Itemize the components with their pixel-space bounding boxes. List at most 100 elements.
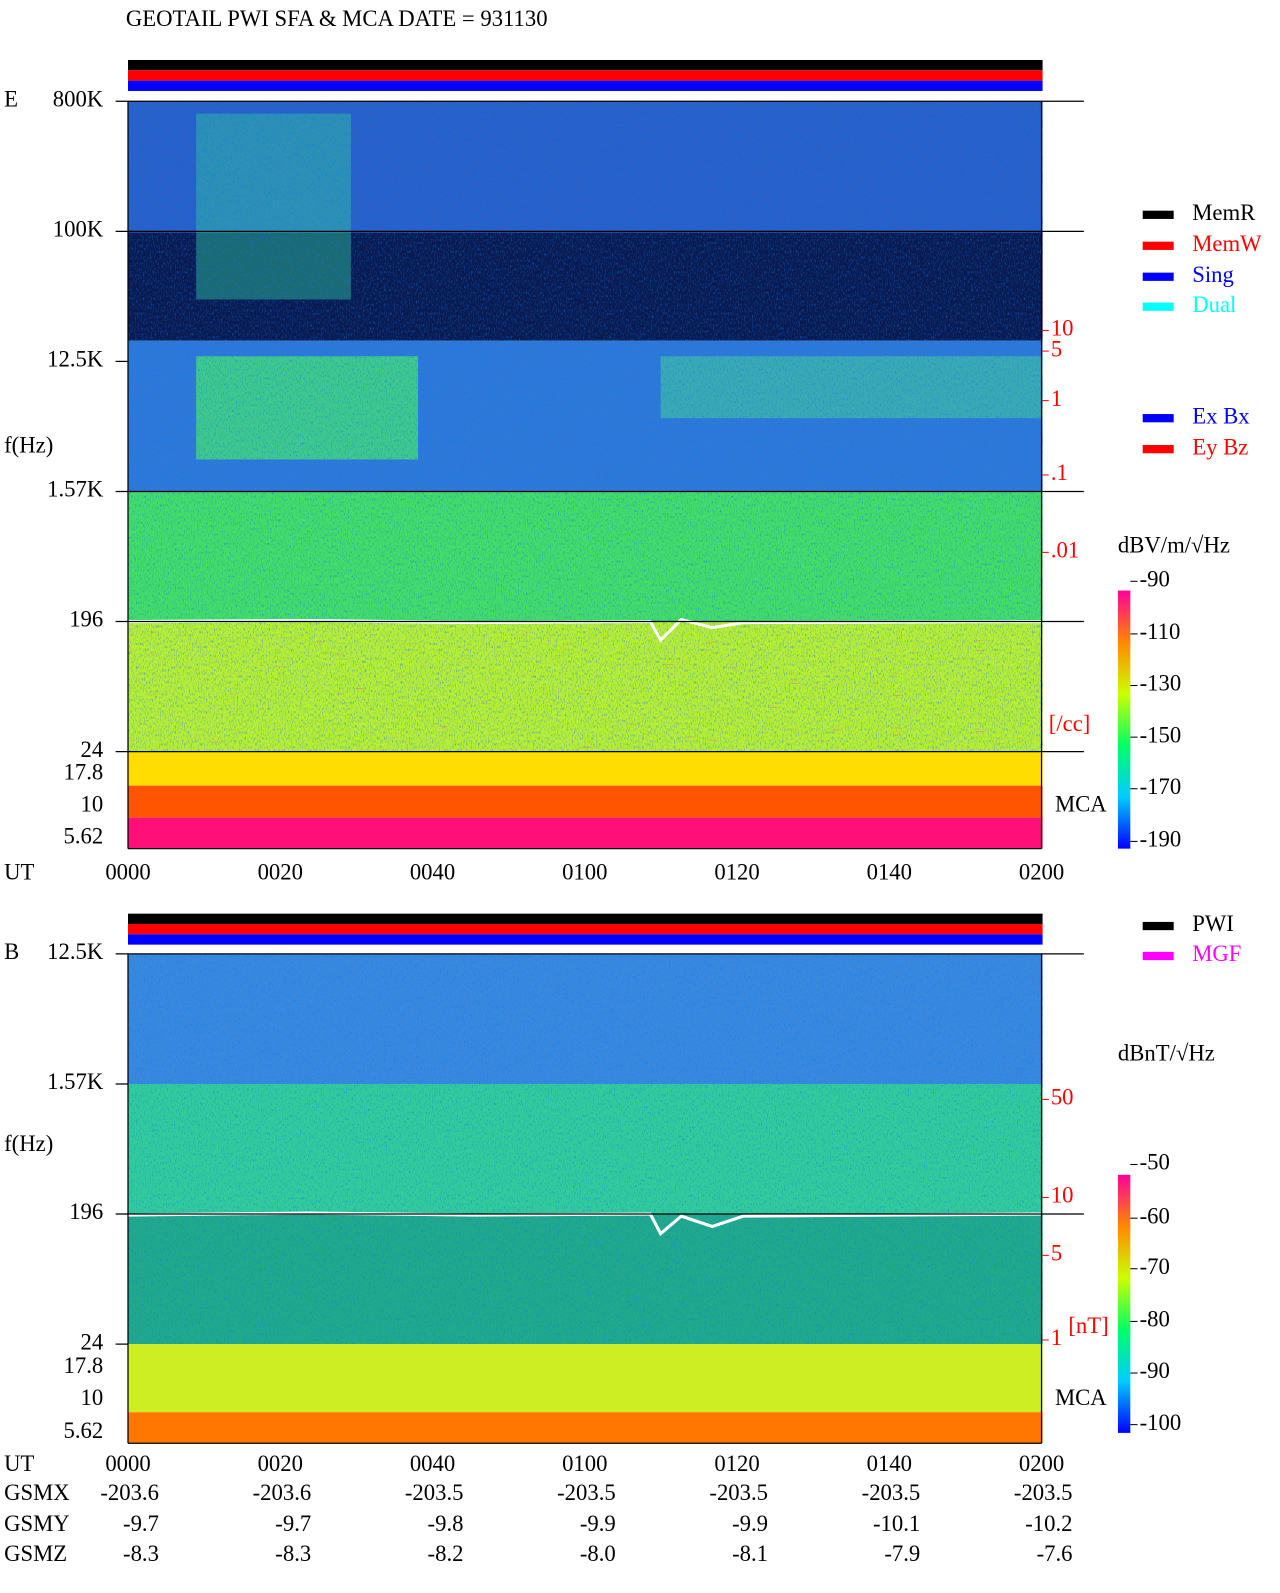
status-bar xyxy=(128,923,1043,935)
time-tick-label: 0200 xyxy=(1019,860,1064,885)
orbit-value: -9.8 xyxy=(428,1511,464,1536)
legend-label: MemR xyxy=(1192,200,1256,225)
freq-tick-label: 12.5K xyxy=(47,939,104,964)
colorbar-tick-label: -50 xyxy=(1140,1150,1170,1175)
time-tick-label: 0020 xyxy=(258,860,303,885)
orbit-value: -10.1 xyxy=(873,1511,920,1536)
legend-swatch xyxy=(1142,921,1174,931)
freq-tick-label: 24 xyxy=(81,737,104,762)
legend-swatch xyxy=(1142,272,1174,281)
orbit-value: -203.6 xyxy=(253,1480,312,1505)
freq-label: f(Hz) xyxy=(4,432,53,457)
mca-tick-label: 5.62 xyxy=(64,1418,104,1443)
density-tick-label: .01 xyxy=(1051,538,1079,563)
colorbar xyxy=(1117,590,1131,849)
orbit-value: -7.6 xyxy=(1037,1541,1073,1566)
e-axis xyxy=(115,100,1084,850)
legend-label: MGF xyxy=(1192,941,1241,966)
mca-tick-label: 10 xyxy=(81,1385,104,1410)
colorbar-tick-label: -190 xyxy=(1140,827,1182,852)
time-label: UT xyxy=(4,860,34,885)
time-tick-label: 0020 xyxy=(258,1451,303,1476)
legend-swatch xyxy=(1142,241,1174,250)
legend-swatch xyxy=(1142,210,1174,219)
title: GEOTAIL PWI SFA & MCA DATE = 931130 xyxy=(126,6,548,31)
colorbar-unit: dBnT/√Hz xyxy=(1118,1040,1215,1065)
freq-tick-label: 196 xyxy=(69,1199,103,1224)
freq-tick-label: 1.57K xyxy=(47,1069,104,1094)
mca-label: MCA xyxy=(1055,1385,1107,1410)
legend-swatch xyxy=(1142,445,1174,454)
density-tick-label: 1 xyxy=(1051,1325,1062,1350)
freq-label: f(Hz) xyxy=(4,1131,53,1156)
legend-label: Dual xyxy=(1192,292,1236,317)
orbit-label: GSMY xyxy=(4,1511,70,1536)
status-bar xyxy=(128,70,1043,81)
density-tick-label: 1 xyxy=(1051,386,1062,411)
legend-label: Ey Bz xyxy=(1192,434,1248,459)
time-tick-label: 0000 xyxy=(105,860,150,885)
time-tick-label: 0000 xyxy=(105,1451,150,1476)
orbit-value: -203.5 xyxy=(709,1480,768,1505)
legend-swatch xyxy=(1142,414,1174,423)
b-axis xyxy=(115,953,1084,1444)
orbit-value: -9.7 xyxy=(275,1511,311,1536)
colorbar-tick-label: -130 xyxy=(1140,671,1182,696)
colorbar-tick-label: -90 xyxy=(1140,566,1170,591)
time-tick-label: 0040 xyxy=(410,1451,455,1476)
orbit-value: -203.5 xyxy=(862,1480,921,1505)
colorbar-tick-label: -110 xyxy=(1140,619,1181,644)
time-tick-label: 0140 xyxy=(867,1451,912,1476)
colorbar-tick-label: -100 xyxy=(1140,1410,1182,1435)
orbit-label: GSMX xyxy=(4,1480,70,1505)
freq-tick-label: 100K xyxy=(53,217,104,242)
orbit-value: -203.5 xyxy=(1014,1480,1073,1505)
density-tick-label: 5 xyxy=(1051,1241,1062,1266)
legend-label: PWI xyxy=(1192,911,1234,936)
density-tick-label: .1 xyxy=(1051,460,1068,485)
time-tick-label: 0040 xyxy=(410,860,455,885)
time-tick-label: 0120 xyxy=(714,1451,759,1476)
b-spectrogram xyxy=(127,953,1043,1444)
density-tick-label: 5 xyxy=(1051,336,1062,361)
time-tick-label: 0100 xyxy=(562,860,607,885)
freq-tick-label: 196 xyxy=(69,607,103,632)
orbit-value: -9.9 xyxy=(732,1511,768,1536)
colorbar-tick-label: -80 xyxy=(1140,1307,1170,1332)
e-spectrogram xyxy=(127,101,1043,849)
colorbar-tick-label: -90 xyxy=(1140,1358,1170,1383)
mca-tick-label: 17.8 xyxy=(64,1353,104,1378)
orbit-value: -9.7 xyxy=(123,1511,159,1536)
panel-label: B xyxy=(4,939,19,964)
time-label: UT xyxy=(4,1451,34,1476)
orbit-value: -203.6 xyxy=(100,1480,159,1505)
density-tick-label: 50 xyxy=(1051,1085,1074,1110)
density-tick-label: 10 xyxy=(1051,1183,1074,1208)
orbit-value: -8.3 xyxy=(275,1541,311,1566)
orbit-label: GSMZ xyxy=(4,1541,67,1566)
time-tick-label: 0120 xyxy=(714,860,759,885)
orbit-value: -7.9 xyxy=(884,1541,920,1566)
orbit-value: -10.2 xyxy=(1025,1511,1072,1536)
freq-tick-label: 24 xyxy=(81,1329,104,1354)
legend-label: MemW xyxy=(1192,231,1262,256)
orbit-value: -9.9 xyxy=(580,1511,616,1536)
status-bar xyxy=(128,59,1043,71)
mca-tick-label: 17.8 xyxy=(64,760,104,785)
panel-label: E xyxy=(4,86,18,111)
orbit-value: -8.3 xyxy=(123,1541,159,1566)
legend-label: Sing xyxy=(1192,262,1234,287)
time-tick-label: 0100 xyxy=(562,1451,607,1476)
status-bar xyxy=(128,934,1043,945)
time-tick-label: 0200 xyxy=(1019,1451,1064,1476)
density-unit: [/cc] xyxy=(1049,711,1091,736)
colorbar-tick-label: -150 xyxy=(1140,722,1182,747)
density-tick-label: 10 xyxy=(1051,316,1074,341)
freq-tick-label: 12.5K xyxy=(47,347,104,372)
colorbar-tick-label: -70 xyxy=(1140,1254,1170,1279)
legend-swatch xyxy=(1142,951,1174,961)
colorbar-tick-label: -170 xyxy=(1140,774,1182,799)
colorbar xyxy=(1117,1174,1131,1433)
status-bar xyxy=(128,913,1043,924)
